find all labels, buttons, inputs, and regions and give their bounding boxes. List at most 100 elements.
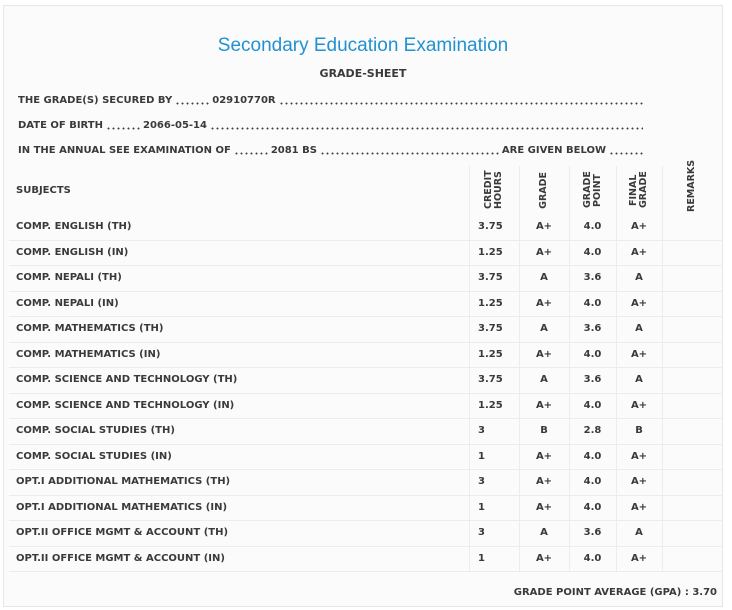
table-cell: B [635,425,643,437]
table-cell: 3 [478,527,485,539]
column-header: REMARKS [662,160,722,214]
table-cell: A+ [535,246,553,258]
leader [319,144,499,156]
table-cell: A+ [630,297,648,309]
info-value: 2066-05-14 [143,119,207,131]
table-cell: 4.0 [583,221,602,233]
row-divider [9,265,722,266]
table-cell: A [635,272,643,284]
row-divider [9,367,722,368]
leader [209,119,643,131]
table-cell: 4.0 [583,450,602,462]
leader [278,94,643,106]
table-cell: A+ [630,246,648,258]
table-cell: A+ [535,221,553,233]
info-label: IN THE ANNUAL SEE EXAMINATION OF [18,144,231,156]
table-cell: A+ [630,450,648,462]
info-value: 2081 BS [270,144,317,156]
gpa-value: 3.70 [692,587,717,598]
table-cell: 1.25 [478,297,503,309]
table-cell: OPT.II OFFICE MGMT & ACCOUNT (IN) [16,552,225,564]
table-cell: 3.75 [478,323,503,335]
table-cell: A+ [535,552,553,564]
table-cell: A+ [630,221,648,233]
table-cell: COMP. SCIENCE AND TECHNOLOGY (TH) [16,374,238,386]
subtitle: GRADE-SHEET [319,67,407,80]
table-cell: 1.25 [478,348,503,360]
gpa-label: GRADE POINT AVERAGE (GPA) : [513,587,689,598]
table-cell: A+ [535,501,553,513]
leader [233,144,268,156]
table-cell: 4.0 [583,246,602,258]
table-cell: A+ [630,348,648,360]
table-cell: 1.25 [478,399,503,411]
table-cell: 3.6 [583,272,602,284]
table-cell: COMP. NEPALI (IN) [16,297,119,309]
header-text: FINAL GRADE [628,171,649,209]
table-cell: 3.6 [583,374,602,386]
row-divider [9,520,722,521]
leader [175,94,210,106]
row-divider [9,571,722,572]
info-label: THE GRADE(S) SECURED BY [18,94,173,106]
header-text: SUBJECTS [16,184,71,196]
table-cell: 4.0 [583,348,602,360]
table-cell: A [635,323,643,335]
header-text: CREDIT HOURS [483,170,504,210]
table-cell: COMP. ENGLISH (TH) [16,221,132,233]
table-cell: COMP. ENGLISH (IN) [16,246,129,258]
table-cell: A+ [535,399,553,411]
table-cell: A+ [630,399,648,411]
table-cell: A [540,527,548,539]
info-label: DATE OF BIRTH [18,119,103,131]
column-header: GRADE POINT [569,166,616,214]
info-line: IN THE ANNUAL SEE EXAMINATION OF 2081 BS A… [18,143,646,157]
table-cell: A [635,374,643,386]
row-divider [9,443,722,445]
table-cell: COMP. SOCIAL STUDIES (TH) [16,425,175,437]
leader [106,119,140,131]
table-cell: A+ [535,348,553,360]
table-cell: 4.0 [583,552,602,564]
table-cell: OPT.I ADDITIONAL MATHEMATICS (IN) [16,501,228,513]
header-text: GRADE [538,171,549,209]
header-text: GRADE POINT [581,171,603,209]
info-line: DATE OF BIRTH 2066-05-14 [18,118,646,132]
table-cell: A [540,374,548,386]
table-cell: 3 [478,425,485,437]
table-cell: OPT.II OFFICE MGMT & ACCOUNT (TH) [16,527,229,539]
table-cell: 3.6 [583,323,602,335]
table-cell: A+ [630,552,648,564]
table-cell: A+ [535,297,553,309]
table-cell: 3 [478,476,485,488]
row-divider [9,469,722,470]
row-divider [9,341,722,343]
column-divider [616,166,617,571]
table-cell: B [540,425,548,437]
column-divider [569,166,570,571]
table-cell: COMP. MATHEMATICS (TH) [16,323,164,335]
row-divider [9,239,722,241]
column-header: SUBJECTS [9,166,469,214]
table-cell: 4.0 [583,297,602,309]
leader [609,144,643,156]
row-divider [9,545,722,547]
column-header: GRADE [519,166,569,214]
table-cell: COMP. NEPALI (TH) [16,272,122,284]
table-cell: COMP. MATHEMATICS (IN) [16,348,161,360]
info-value: 02910770R [212,94,276,106]
table-cell: A [540,272,548,284]
table-cell: A+ [535,450,553,462]
table-cell: COMP. SOCIAL STUDIES (IN) [16,450,172,462]
row-divider [9,316,722,317]
table-cell: 3.6 [583,527,602,539]
gpa: GRADE POINT AVERAGE (GPA) : 3.70 [514,587,717,598]
table-cell: COMP. SCIENCE AND TECHNOLOGY (IN) [16,399,235,411]
row-divider [9,290,722,292]
column-header: FINAL GRADE [616,166,662,214]
table-cell: 4.0 [583,476,602,488]
table-cell: 2.8 [583,425,602,437]
table-cell: 3.75 [478,374,503,386]
column-divider [519,166,520,571]
